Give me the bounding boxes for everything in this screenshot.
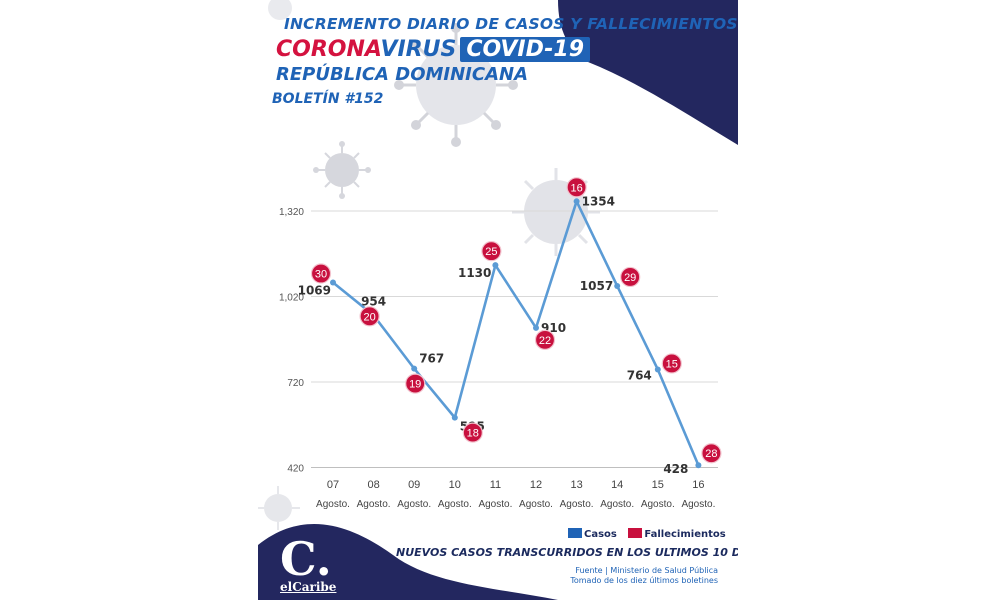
x-tick-sublabel: Agosto. <box>316 499 350 510</box>
chart-subtitle: NUEVOS CASOS TRANSCURRIDOS EN LOS ULTIMO… <box>396 546 738 559</box>
virus-icon <box>313 141 371 199</box>
coronavirus-title: CORONAVIRUS COVID-19 <box>276 37 591 65</box>
virus-icon <box>268 0 292 20</box>
x-tick-sublabel: Agosto. <box>357 499 391 510</box>
x-tick-sublabel: Agosto. <box>519 499 553 510</box>
x-tick-sublabel: Agosto. <box>397 499 431 510</box>
data-label-fallecimientos: 29 <box>624 272 636 284</box>
x-tick-sublabel: Agosto. <box>560 499 594 510</box>
y-tick-label: 1,320 <box>279 207 304 218</box>
data-label-fallecimientos: 16 <box>570 182 582 194</box>
x-tick-label: 12 <box>530 479 542 491</box>
series-line-casos <box>332 200 700 466</box>
data-label-casos: 428 <box>663 462 688 476</box>
legend-item-casos: Casos <box>568 528 617 540</box>
data-label-fallecimientos: 18 <box>467 428 479 440</box>
death-badge <box>661 353 682 374</box>
legend-item-fallecimientos: Fallecimientos <box>628 528 726 540</box>
data-label-casos: 1057 <box>580 279 613 293</box>
source-line: Fuente | Ministerio de Salud Pública <box>575 566 718 575</box>
x-tick-label: 07 <box>327 479 339 491</box>
x-tick-sublabel: Agosto. <box>681 499 715 510</box>
background-decoration <box>258 0 738 600</box>
source-note: Fuente | Ministerio de Salud Pública Tom… <box>570 566 718 586</box>
data-label-fallecimientos: 20 <box>363 311 375 323</box>
death-badge <box>701 443 722 464</box>
death-badge <box>359 306 380 327</box>
data-label-casos: 767 <box>419 352 444 366</box>
x-tick-sublabel: Agosto. <box>641 499 675 510</box>
legend-swatch-fallecimientos <box>628 528 643 538</box>
data-point-casos <box>411 365 418 372</box>
data-label-fallecimientos: 15 <box>666 358 678 370</box>
x-tick-label: 15 <box>652 479 664 491</box>
title-virus: VIRUS <box>380 37 457 62</box>
bulletin-number: BOLETÍN #152 <box>272 91 384 107</box>
country-title: REPÚBLICA DOMINICANA <box>276 64 529 85</box>
x-tick-sublabel: Agosto. <box>438 499 472 510</box>
data-label-casos: 1069 <box>298 284 331 298</box>
death-badge <box>620 266 641 288</box>
x-tick-sublabel: Agosto. <box>478 499 512 510</box>
y-tick-label: 1,020 <box>279 293 304 304</box>
line-chart: 420 720 1,020 1,320 07 Agosto. 08 Agosto. 09 Agos… <box>279 177 722 510</box>
logo-name: elCaribe <box>280 580 337 594</box>
footer-wave <box>258 523 558 600</box>
data-label-casos: 1354 <box>582 194 615 208</box>
data-label-casos: 1130 <box>458 266 491 280</box>
legend-label-fallecimientos: Fallecimientos <box>644 529 726 540</box>
death-badge <box>481 241 502 262</box>
data-point-casos <box>654 366 661 373</box>
x-tick-label: 14 <box>611 479 623 491</box>
infographic: INCREMENTO DIARIO DE CASOS Y FALLECIMIEN… <box>258 0 738 600</box>
death-badge <box>405 373 426 394</box>
data-label-casos: 954 <box>361 294 386 308</box>
data-label-casos: 764 <box>627 368 652 382</box>
legend-label-casos: Casos <box>584 529 617 540</box>
x-tick-sublabel: Agosto. <box>600 499 634 510</box>
x-tick-label: 13 <box>570 479 582 491</box>
headline: INCREMENTO DIARIO DE CASOS Y FALLECIMIEN… <box>284 15 738 33</box>
x-tick-label: 10 <box>449 479 461 491</box>
data-label-fallecimientos: 28 <box>705 448 717 460</box>
chart-legend: Casos Fallecimientos <box>568 528 734 540</box>
legend-swatch-casos <box>568 528 582 538</box>
death-badge <box>566 177 587 198</box>
header-wave <box>558 0 738 145</box>
x-tick-label: 11 <box>490 479 501 491</box>
data-point-casos <box>451 414 458 421</box>
death-badge <box>534 329 556 350</box>
data-label-fallecimientos: 22 <box>539 335 551 347</box>
x-tick-label: 08 <box>367 479 379 491</box>
data-point-casos <box>573 198 580 205</box>
data-point-casos <box>614 282 621 289</box>
death-badge <box>310 263 332 284</box>
x-tick-label: 09 <box>408 479 420 491</box>
data-point-casos <box>330 279 336 286</box>
data-label-fallecimientos: 19 <box>409 379 421 391</box>
data-label-fallecimientos: 30 <box>315 269 327 281</box>
y-tick-label: 420 <box>287 464 304 475</box>
x-tick-label: 16 <box>692 479 704 491</box>
data-point-casos <box>492 262 499 269</box>
data-point-casos <box>695 462 702 469</box>
data-label-fallecimientos: 25 <box>485 246 497 258</box>
covid-badge: COVID-19 <box>460 37 591 62</box>
death-badge <box>462 422 483 443</box>
source-line: Tomado de los diez últimos boletines <box>570 576 718 585</box>
y-tick-label: 720 <box>287 378 304 389</box>
elcaribe-logo: C. elCaribe <box>272 534 354 596</box>
logo-letter: C. <box>280 532 332 586</box>
title-corona: CORONA <box>276 37 381 62</box>
virus-icon <box>258 486 300 530</box>
data-point-casos <box>533 324 539 331</box>
